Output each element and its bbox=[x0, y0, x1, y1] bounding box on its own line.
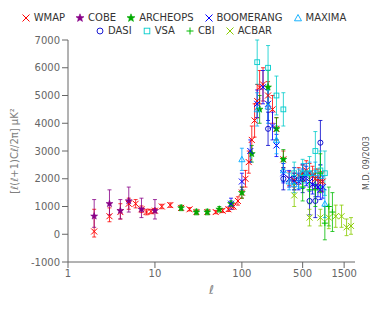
svg-text:5000: 5000 bbox=[35, 90, 60, 101]
svg-text:ℓ: ℓ bbox=[208, 283, 214, 297]
svg-text:-1000: -1000 bbox=[31, 257, 60, 268]
svg-text:4000: 4000 bbox=[35, 118, 60, 129]
svg-text:10: 10 bbox=[149, 268, 162, 279]
html-text:WMAP: WMAP bbox=[33, 12, 66, 23]
html-text:ACBAR: ACBAR bbox=[237, 25, 272, 36]
svg-text:0: 0 bbox=[54, 229, 60, 240]
svg-text:2000: 2000 bbox=[35, 173, 60, 184]
html-text:VSA: VSA bbox=[154, 25, 175, 36]
svg-text:[ℓ(ℓ+1)Cℓ/2π] μK²: [ℓ(ℓ+1)Cℓ/2π] μK² bbox=[9, 108, 20, 194]
svg-text:1500: 1500 bbox=[331, 268, 356, 279]
html-text:DASI: DASI bbox=[108, 25, 132, 36]
html-text:ARCHEOPS: ARCHEOPS bbox=[139, 12, 194, 23]
svg-text:6000: 6000 bbox=[35, 62, 60, 73]
html-text:BOOMERANG: BOOMERANG bbox=[216, 12, 283, 23]
html-text:COBE: COBE bbox=[88, 12, 117, 23]
html-text:CBI: CBI bbox=[197, 25, 215, 36]
svg-text:500: 500 bbox=[293, 268, 312, 279]
svg-text:1: 1 bbox=[65, 268, 71, 279]
html-text:MAXIMA: MAXIMA bbox=[305, 12, 347, 23]
svg-text:100: 100 bbox=[232, 268, 251, 279]
svg-text:7000: 7000 bbox=[35, 35, 60, 46]
html-text:M.D. 09/2003: M.D. 09/2003 bbox=[362, 136, 371, 190]
svg-text:3000: 3000 bbox=[35, 146, 60, 157]
svg-text:1000: 1000 bbox=[35, 201, 60, 212]
